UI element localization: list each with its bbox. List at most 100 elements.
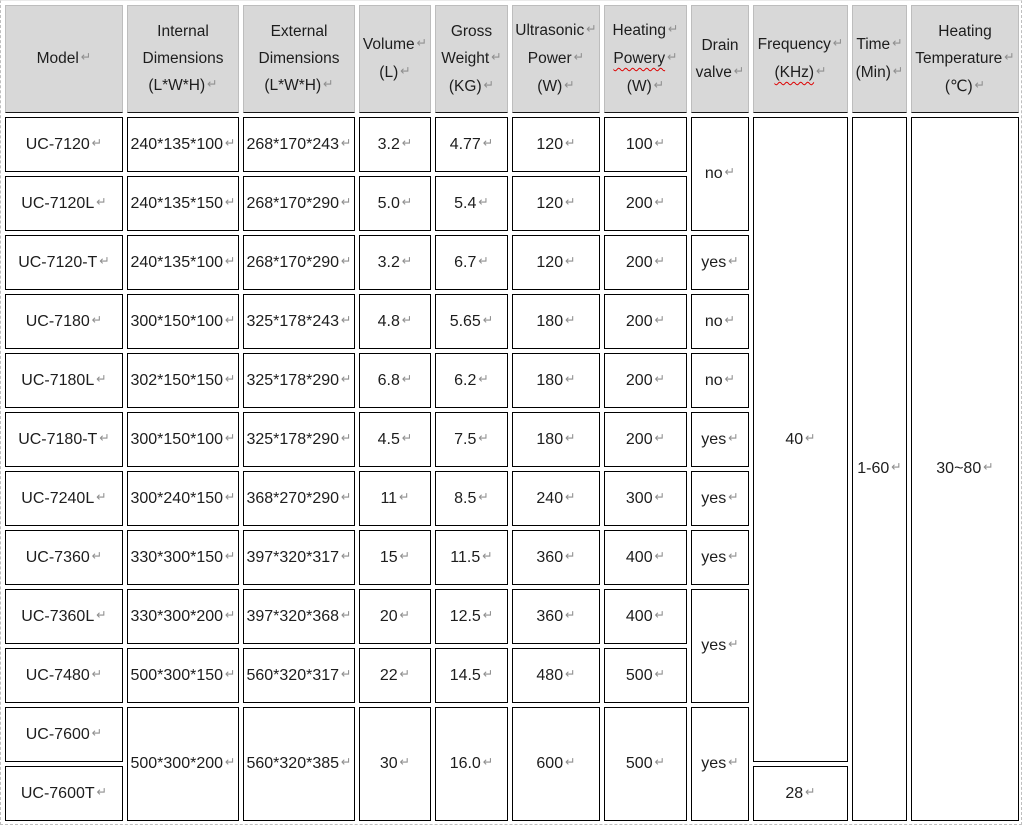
col-header-internal-dimensions[interactable]: Internal Dimensions (L*W*H) ↵ [127, 5, 239, 113]
cell-external-dimensions[interactable]: 268*170*243 ↵ [243, 117, 355, 172]
col-header-frequency[interactable]: Frequency ↵ (KHz) ↵ [753, 5, 848, 113]
cell-ultrasonic-power[interactable]: 180 ↵ [512, 353, 600, 408]
cell-internal-dimensions[interactable]: 302*150*150 ↵ [127, 353, 239, 408]
cell-drain-valve[interactable]: no ↵ [691, 294, 749, 349]
cell-gross-weight[interactable]: 8.5 ↵ [435, 471, 508, 526]
cell-model[interactable]: UC-7120-T ↵ [5, 235, 123, 290]
cell-model[interactable]: UC-7120L ↵ [5, 176, 123, 231]
cell-drain-valve[interactable]: yes ↵ [691, 412, 749, 467]
col-header-volume[interactable]: Volume ↵ (L) ↵ [359, 5, 431, 113]
col-header-drain-valve[interactable]: Drain valve ↵ [691, 5, 749, 113]
cell-internal-dimensions-merged[interactable]: 500*300*200 ↵ [127, 707, 239, 821]
cell-ultrasonic-power[interactable]: 120 ↵ [512, 176, 600, 231]
cell-gross-weight[interactable]: 6.2 ↵ [435, 353, 508, 408]
cell-external-dimensions[interactable]: 397*320*368 ↵ [243, 589, 355, 644]
cell-internal-dimensions[interactable]: 500*300*150 ↵ [127, 648, 239, 703]
cell-drain-valve-merged[interactable]: no ↵ [691, 117, 749, 231]
cell-drain-valve[interactable]: no ↵ [691, 353, 749, 408]
cell-gross-weight[interactable]: 12.5 ↵ [435, 589, 508, 644]
cell-internal-dimensions[interactable]: 240*135*100 ↵ [127, 117, 239, 172]
cell-gross-weight[interactable]: 7.5 ↵ [435, 412, 508, 467]
col-header-time[interactable]: Time ↵ (Min) ↵ [852, 5, 907, 113]
cell-gross-weight[interactable]: 14.5 ↵ [435, 648, 508, 703]
cell-volume[interactable]: 11 ↵ [359, 471, 431, 526]
col-header-gross-weight[interactable]: Gross Weight ↵ (KG) ↵ [435, 5, 508, 113]
cell-external-dimensions[interactable]: 368*270*290 ↵ [243, 471, 355, 526]
cell-model[interactable]: UC-7180 ↵ [5, 294, 123, 349]
cell-frequency-last[interactable]: 28 ↵ [753, 766, 848, 821]
cell-internal-dimensions[interactable]: 330*300*200 ↵ [127, 589, 239, 644]
cell-ultrasonic-power[interactable]: 180 ↵ [512, 412, 600, 467]
cell-model[interactable]: UC-7180L ↵ [5, 353, 123, 408]
cell-external-dimensions-merged[interactable]: 560*320*385 ↵ [243, 707, 355, 821]
col-header-heating-power[interactable]: Heating ↵ Powery ↵ (W) ↵ [604, 5, 687, 113]
cell-ultrasonic-power[interactable]: 360 ↵ [512, 589, 600, 644]
cell-drain-valve[interactable]: yes ↵ [691, 530, 749, 585]
cell-heating-power[interactable]: 400 ↵ [604, 530, 687, 585]
cell-model[interactable]: UC-7180-T ↵ [5, 412, 123, 467]
cell-volume[interactable]: 4.8 ↵ [359, 294, 431, 349]
cell-drain-valve-merged[interactable]: yes ↵ [691, 589, 749, 703]
cell-external-dimensions[interactable]: 268*170*290 ↵ [243, 235, 355, 290]
cell-volume[interactable]: 3.2 ↵ [359, 235, 431, 290]
col-header-external-dimensions[interactable]: External Dimensions (L*W*H) ↵ [243, 5, 355, 113]
cell-heating-power[interactable]: 200 ↵ [604, 176, 687, 231]
cell-drain-valve[interactable]: yes ↵ [691, 471, 749, 526]
cell-heating-power[interactable]: 200 ↵ [604, 353, 687, 408]
cell-ultrasonic-power[interactable]: 180 ↵ [512, 294, 600, 349]
cell-drain-valve-merged[interactable]: yes ↵ [691, 707, 749, 821]
cell-gross-weight[interactable]: 11.5 ↵ [435, 530, 508, 585]
cell-model[interactable]: UC-7360 ↵ [5, 530, 123, 585]
cell-gross-weight[interactable]: 5.65 ↵ [435, 294, 508, 349]
cell-volume[interactable]: 20 ↵ [359, 589, 431, 644]
cell-external-dimensions[interactable]: 397*320*317 ↵ [243, 530, 355, 585]
cell-heating-power[interactable]: 300 ↵ [604, 471, 687, 526]
cell-model[interactable]: UC-7600T ↵ [5, 766, 123, 821]
cell-heating-power[interactable]: 200 ↵ [604, 235, 687, 290]
col-header-ultrasonic-power[interactable]: Ultrasonic ↵ Power ↵ (W) ↵ [512, 5, 600, 113]
cell-volume[interactable]: 6.8 ↵ [359, 353, 431, 408]
cell-internal-dimensions[interactable]: 300*150*100 ↵ [127, 294, 239, 349]
cell-ultrasonic-power[interactable]: 120 ↵ [512, 117, 600, 172]
cell-external-dimensions[interactable]: 325*178*290 ↵ [243, 353, 355, 408]
cell-internal-dimensions[interactable]: 240*135*100 ↵ [127, 235, 239, 290]
cell-ultrasonic-power-merged[interactable]: 600 ↵ [512, 707, 600, 821]
cell-model[interactable]: UC-7600 ↵ [5, 707, 123, 762]
cell-volume[interactable]: 4.5 ↵ [359, 412, 431, 467]
cell-heating-power[interactable]: 100 ↵ [604, 117, 687, 172]
cell-internal-dimensions[interactable]: 330*300*150 ↵ [127, 530, 239, 585]
cell-frequency-merged[interactable]: 40 ↵ [753, 117, 848, 762]
cell-external-dimensions[interactable]: 325*178*243 ↵ [243, 294, 355, 349]
cell-heating-power[interactable]: 500 ↵ [604, 648, 687, 703]
cell-gross-weight[interactable]: 6.7 ↵ [435, 235, 508, 290]
cell-model[interactable]: UC-7240L ↵ [5, 471, 123, 526]
cell-internal-dimensions[interactable]: 240*135*150 ↵ [127, 176, 239, 231]
col-header-heating-temperature[interactable]: Heating Temperature ↵ (℃) ↵ [911, 5, 1019, 113]
cell-gross-weight-merged[interactable]: 16.0 ↵ [435, 707, 508, 821]
cell-volume[interactable]: 5.0 ↵ [359, 176, 431, 231]
cell-volume-merged[interactable]: 30 ↵ [359, 707, 431, 821]
cell-gross-weight[interactable]: 4.77 ↵ [435, 117, 508, 172]
cell-heating-power[interactable]: 200 ↵ [604, 294, 687, 349]
cell-ultrasonic-power[interactable]: 120 ↵ [512, 235, 600, 290]
cell-ultrasonic-power[interactable]: 240 ↵ [512, 471, 600, 526]
cell-external-dimensions[interactable]: 268*170*290 ↵ [243, 176, 355, 231]
cell-volume[interactable]: 22 ↵ [359, 648, 431, 703]
cell-model[interactable]: UC-7360L ↵ [5, 589, 123, 644]
cell-heating-power[interactable]: 400 ↵ [604, 589, 687, 644]
cell-internal-dimensions[interactable]: 300*150*100 ↵ [127, 412, 239, 467]
cell-external-dimensions[interactable]: 560*320*317 ↵ [243, 648, 355, 703]
cell-volume[interactable]: 3.2 ↵ [359, 117, 431, 172]
cell-heating-power[interactable]: 200 ↵ [604, 412, 687, 467]
cell-model[interactable]: UC-7120 ↵ [5, 117, 123, 172]
cell-external-dimensions[interactable]: 325*178*290 ↵ [243, 412, 355, 467]
cell-ultrasonic-power[interactable]: 480 ↵ [512, 648, 600, 703]
cell-temperature-merged[interactable]: 30~80 ↵ [911, 117, 1019, 821]
cell-gross-weight[interactable]: 5.4 ↵ [435, 176, 508, 231]
col-header-model[interactable]: Model ↵ [5, 5, 123, 113]
cell-time-merged[interactable]: 1-60 ↵ [852, 117, 907, 821]
cell-volume[interactable]: 15 ↵ [359, 530, 431, 585]
cell-internal-dimensions[interactable]: 300*240*150 ↵ [127, 471, 239, 526]
cell-drain-valve[interactable]: yes ↵ [691, 235, 749, 290]
cell-ultrasonic-power[interactable]: 360 ↵ [512, 530, 600, 585]
